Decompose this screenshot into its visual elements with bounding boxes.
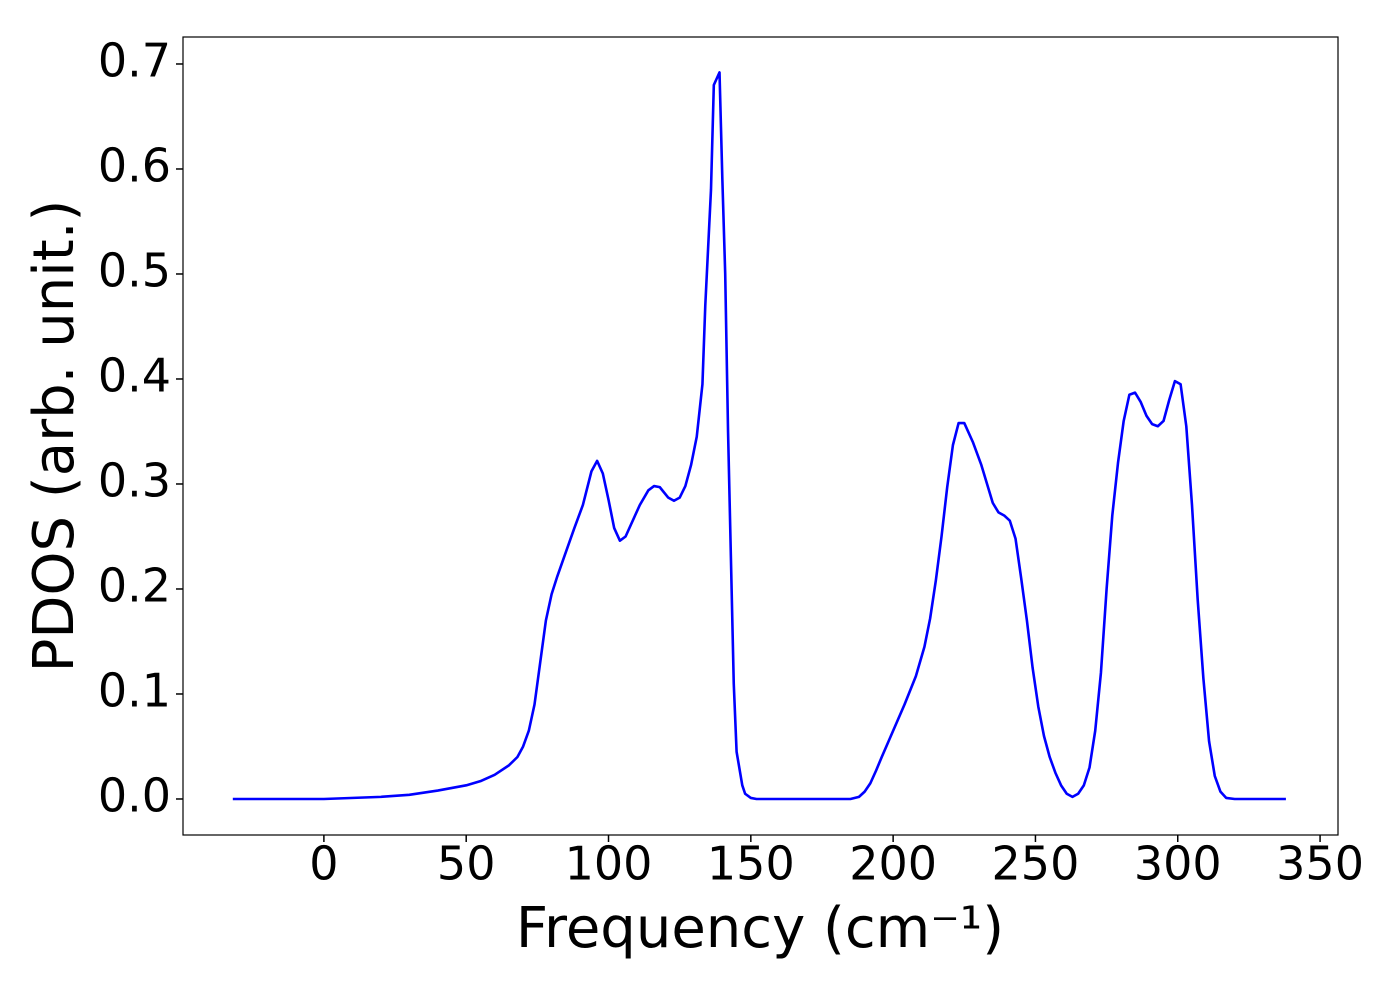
- y-tick-label: 0.7: [98, 33, 171, 87]
- x-tick-label: 50: [437, 837, 496, 891]
- x-axis-label: Frequency (cm⁻¹): [516, 896, 1004, 961]
- x-tick-label: 300: [1134, 837, 1222, 891]
- plot-frame: [182, 36, 1339, 836]
- y-axis-label: PDOS (arb. unit.): [22, 200, 87, 673]
- y-tick-label: 0.6: [98, 138, 171, 192]
- x-tick-label: 100: [565, 837, 653, 891]
- y-tick-label: 0.5: [98, 243, 171, 297]
- x-tick-label: 200: [849, 837, 937, 891]
- y-tick-label: 0.0: [98, 768, 171, 822]
- y-tick-label: 0.2: [98, 558, 171, 612]
- x-tick-label: 0: [309, 837, 338, 891]
- y-tick-label: 0.4: [98, 348, 171, 402]
- y-tick-label: 0.3: [98, 453, 171, 507]
- data-line: [232, 71, 1286, 801]
- x-tick-label: 150: [707, 837, 795, 891]
- x-tick-label: 350: [1276, 837, 1364, 891]
- y-tick-label: 0.1: [98, 663, 171, 717]
- x-tick-label: 250: [992, 837, 1080, 891]
